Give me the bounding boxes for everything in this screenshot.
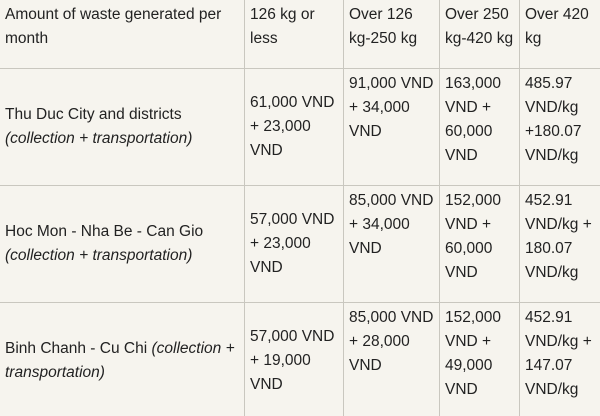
header-126kg-or-less: 126 kg or less <box>244 0 344 69</box>
region-note: (collection + transportation) <box>5 340 235 381</box>
header-amount: Amount of waste generated per month <box>0 0 245 69</box>
table-row: Hoc Mon - Nha Be - Can Gio (collection + … <box>0 185 600 303</box>
price-126kg-or-less: 61,000 VND + 23,000 VND <box>244 68 344 186</box>
region-cell: Thu Duc City and districts (collection + … <box>0 68 245 186</box>
header-126-250kg: Over 126 kg-250 kg <box>343 0 440 69</box>
price-250-420kg: 152,000 VND + 60,000 VND <box>439 185 520 303</box>
price-over-420kg: 485.97 VND/kg +180.07 VND/kg <box>519 68 600 186</box>
header-row: Amount of waste generated per month 126 … <box>0 0 600 69</box>
region-cell: Binh Chanh - Cu Chi (collection + transp… <box>0 302 245 416</box>
header-over-420kg: Over 420 kg <box>519 0 600 69</box>
region-note: (collection + transportation) <box>5 130 193 147</box>
region-name: Hoc Mon - Nha Be - Can Gio <box>5 223 204 240</box>
price-over-420kg: 452.91 VND/kg + 147.07 VND/kg <box>519 302 600 416</box>
table-row: Binh Chanh - Cu Chi (collection + transp… <box>0 302 600 416</box>
price-over-420kg: 452.91 VND/kg + 180.07 VND/kg <box>519 185 600 303</box>
price-250-420kg: 163,000 VND + 60,000 VND <box>439 68 520 186</box>
region-name: Thu Duc City and districts <box>5 106 182 123</box>
price-126kg-or-less: 57,000 VND + 23,000 VND <box>244 185 344 303</box>
region-name: Binh Chanh - Cu Chi <box>5 340 148 357</box>
price-126-250kg: 85,000 VND + 28,000 VND <box>343 302 440 416</box>
price-126-250kg: 85,000 VND + 34,000 VND <box>343 185 440 303</box>
table-row: Thu Duc City and districts (collection + … <box>0 68 600 186</box>
price-126-250kg: 91,000 VND + 34,000 VND <box>343 68 440 186</box>
price-126kg-or-less: 57,000 VND + 19,000 VND <box>244 302 344 416</box>
price-250-420kg: 152,000 VND + 49,000 VND <box>439 302 520 416</box>
region-note: (collection + transportation) <box>5 247 193 264</box>
header-250-420kg: Over 250 kg-420 kg <box>439 0 520 69</box>
region-cell: Hoc Mon - Nha Be - Can Gio (collection + … <box>0 185 245 303</box>
